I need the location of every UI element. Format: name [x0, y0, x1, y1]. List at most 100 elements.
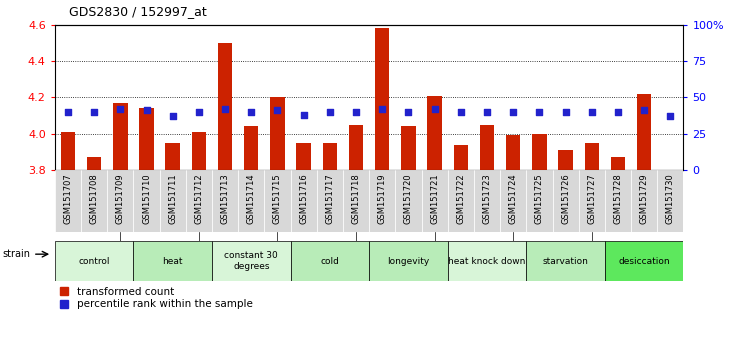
Bar: [290, 170, 317, 232]
Point: [638, 108, 650, 113]
Bar: [558, 150, 573, 170]
Bar: [447, 241, 526, 281]
Text: GSM151720: GSM151720: [404, 173, 413, 224]
Point: [455, 109, 466, 115]
Text: GSM151723: GSM151723: [482, 173, 491, 224]
Bar: [159, 170, 186, 232]
Point: [586, 109, 598, 115]
Text: strain: strain: [3, 249, 31, 259]
Text: GSM151711: GSM151711: [168, 173, 177, 224]
Text: GSM151724: GSM151724: [509, 173, 518, 224]
Bar: [55, 241, 133, 281]
Bar: [579, 170, 605, 232]
Text: constant 30
degrees: constant 30 degrees: [224, 251, 279, 271]
Bar: [349, 125, 363, 170]
Bar: [133, 170, 159, 232]
Point: [534, 109, 545, 115]
Bar: [585, 143, 599, 170]
Bar: [81, 170, 107, 232]
Bar: [113, 103, 127, 170]
Bar: [317, 170, 343, 232]
Bar: [270, 97, 284, 170]
Bar: [322, 143, 337, 170]
Text: heat knock down: heat knock down: [448, 257, 526, 266]
Point: [298, 112, 309, 118]
Bar: [192, 132, 206, 170]
Bar: [140, 108, 154, 170]
Bar: [657, 170, 683, 232]
Bar: [631, 170, 657, 232]
Bar: [637, 94, 651, 170]
Bar: [369, 170, 395, 232]
Bar: [395, 170, 422, 232]
Text: GSM151727: GSM151727: [587, 173, 596, 224]
Text: GSM151721: GSM151721: [430, 173, 439, 224]
Point: [350, 109, 362, 115]
Text: GSM151717: GSM151717: [325, 173, 334, 224]
Bar: [343, 170, 369, 232]
Bar: [480, 125, 494, 170]
Text: longevity: longevity: [387, 257, 430, 266]
Text: control: control: [78, 257, 110, 266]
Point: [324, 109, 336, 115]
Text: GSM151710: GSM151710: [142, 173, 151, 224]
Bar: [526, 241, 605, 281]
Text: GSM151713: GSM151713: [221, 173, 230, 224]
Point: [376, 106, 388, 112]
Bar: [244, 126, 259, 170]
Point: [140, 108, 152, 113]
Bar: [611, 157, 625, 170]
Point: [403, 109, 414, 115]
Bar: [605, 170, 631, 232]
Bar: [265, 170, 290, 232]
Bar: [401, 126, 416, 170]
Bar: [506, 136, 520, 170]
Text: GSM151712: GSM151712: [194, 173, 203, 224]
Point: [88, 109, 100, 115]
Bar: [186, 170, 212, 232]
Point: [219, 106, 231, 112]
Text: desiccation: desiccation: [618, 257, 670, 266]
Bar: [165, 143, 180, 170]
Point: [167, 113, 178, 119]
Bar: [107, 170, 133, 232]
Text: GSM151722: GSM151722: [456, 173, 466, 224]
Point: [612, 109, 624, 115]
Bar: [375, 28, 390, 170]
Text: GSM151730: GSM151730: [666, 173, 675, 224]
Bar: [447, 170, 474, 232]
Bar: [474, 170, 500, 232]
Text: heat: heat: [162, 257, 183, 266]
Bar: [218, 43, 232, 170]
Bar: [55, 170, 81, 232]
Bar: [532, 134, 547, 170]
Text: GSM151716: GSM151716: [299, 173, 308, 224]
Point: [193, 109, 205, 115]
Bar: [605, 241, 683, 281]
Bar: [428, 96, 442, 170]
Text: GSM151708: GSM151708: [90, 173, 99, 224]
Text: GSM151718: GSM151718: [352, 173, 360, 224]
Text: GSM151728: GSM151728: [613, 173, 623, 224]
Point: [272, 108, 284, 113]
Legend: transformed count, percentile rank within the sample: transformed count, percentile rank withi…: [60, 287, 253, 309]
Point: [62, 109, 74, 115]
Text: GSM151709: GSM151709: [115, 173, 125, 224]
Point: [246, 109, 257, 115]
Bar: [290, 241, 369, 281]
Point: [664, 113, 676, 119]
Text: GDS2830 / 152997_at: GDS2830 / 152997_at: [69, 5, 207, 18]
Bar: [454, 144, 468, 170]
Text: GSM151726: GSM151726: [561, 173, 570, 224]
Bar: [212, 170, 238, 232]
Bar: [369, 241, 447, 281]
Bar: [212, 241, 290, 281]
Text: starvation: starvation: [542, 257, 588, 266]
Text: GSM151714: GSM151714: [247, 173, 256, 224]
Bar: [61, 132, 75, 170]
Text: cold: cold: [320, 257, 339, 266]
Text: GSM151715: GSM151715: [273, 173, 282, 224]
Bar: [297, 143, 311, 170]
Point: [507, 109, 519, 115]
Bar: [422, 170, 447, 232]
